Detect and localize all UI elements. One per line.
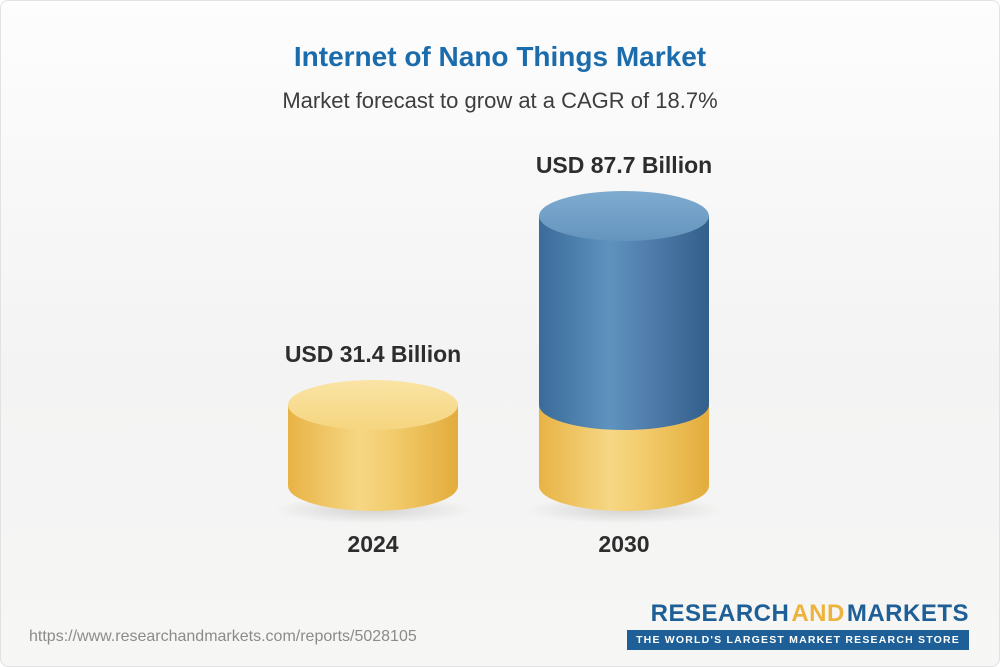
brand-logo: RESEARCHANDMARKETS THE WORLD'S LARGEST M…: [627, 602, 969, 650]
year-label-2030: 2030: [598, 531, 650, 557]
page-title: Internet of Nano Things Market: [293, 41, 707, 72]
brand-logo-text: RESEARCHANDMARKETS: [627, 602, 969, 626]
cylinder-2030-top-segment: [539, 216, 709, 431]
page-subtitle: Market forecast to grow at a CAGR of 18.…: [282, 88, 718, 113]
logo-tagline: THE WORLD'S LARGEST MARKET RESEARCH STOR…: [627, 630, 969, 650]
year-label-2024: 2024: [347, 531, 399, 557]
report-url-link[interactable]: https://www.researchandmarkets.com/repor…: [29, 628, 417, 645]
value-label-2030: USD 87.7 Billion: [535, 152, 713, 178]
logo-word-research: RESEARCH: [650, 600, 790, 627]
cylinder-2030-cap: [539, 191, 709, 241]
cylinder-2024-cap: [288, 380, 458, 431]
logo-word-and: AND: [791, 600, 845, 627]
value-label-2024: USD 31.4 Billion: [284, 341, 462, 368]
logo-word-markets: MARKETS: [846, 600, 969, 627]
